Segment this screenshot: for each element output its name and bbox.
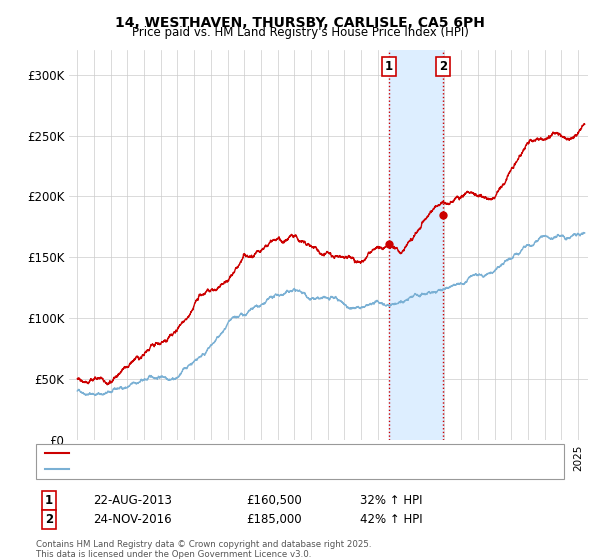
Text: £185,000: £185,000 <box>246 513 302 526</box>
Text: 1: 1 <box>385 60 392 73</box>
Text: 22-AUG-2013: 22-AUG-2013 <box>93 493 172 507</box>
Text: £160,500: £160,500 <box>246 493 302 507</box>
Text: 14, WESTHAVEN, THURSBY, CARLISLE, CA5 6PH: 14, WESTHAVEN, THURSBY, CARLISLE, CA5 6P… <box>115 16 485 30</box>
Text: 42% ↑ HPI: 42% ↑ HPI <box>360 513 422 526</box>
Text: 32% ↑ HPI: 32% ↑ HPI <box>360 493 422 507</box>
Text: 2: 2 <box>45 513 53 526</box>
Text: 2: 2 <box>439 60 447 73</box>
Text: Price paid vs. HM Land Registry's House Price Index (HPI): Price paid vs. HM Land Registry's House … <box>131 26 469 39</box>
Text: HPI: Average price, semi-detached house, Cumberland: HPI: Average price, semi-detached house,… <box>73 464 373 474</box>
Text: 24-NOV-2016: 24-NOV-2016 <box>93 513 172 526</box>
Bar <box>389 50 443 440</box>
Text: 14, WESTHAVEN, THURSBY, CARLISLE, CA5 6PH (semi-detached house): 14, WESTHAVEN, THURSBY, CARLISLE, CA5 6P… <box>73 449 463 459</box>
Text: 1: 1 <box>45 493 53 507</box>
Text: Contains HM Land Registry data © Crown copyright and database right 2025.
This d: Contains HM Land Registry data © Crown c… <box>36 540 371 559</box>
